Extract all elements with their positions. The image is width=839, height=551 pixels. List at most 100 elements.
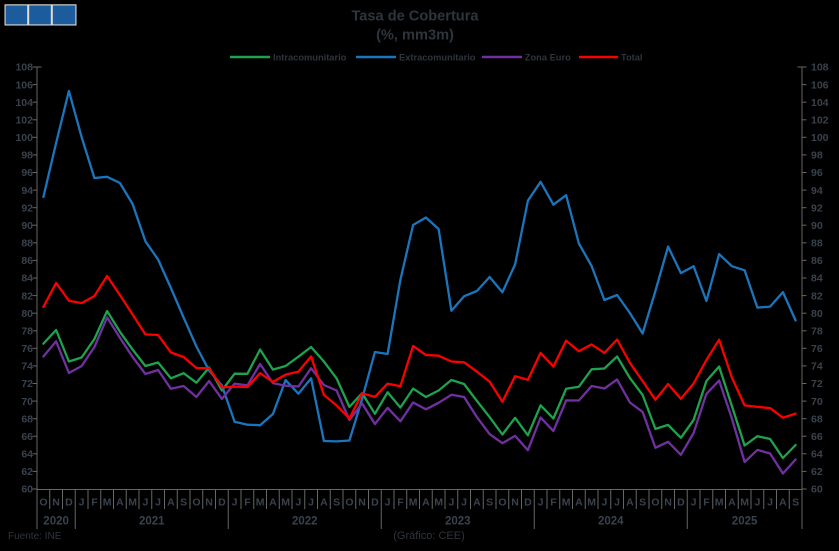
svg-text:2024: 2024 bbox=[598, 516, 624, 528]
svg-text:F: F bbox=[244, 497, 251, 509]
svg-text:A: A bbox=[728, 497, 736, 509]
svg-text:D: D bbox=[524, 497, 532, 509]
svg-text:A: A bbox=[116, 497, 124, 509]
svg-text:Total: Total bbox=[621, 52, 643, 62]
svg-text:N: N bbox=[511, 497, 519, 509]
svg-text:92: 92 bbox=[21, 202, 33, 214]
svg-text:J: J bbox=[142, 497, 148, 509]
svg-text:Intracomunitario: Intracomunitario bbox=[273, 52, 347, 62]
svg-text:78: 78 bbox=[811, 325, 823, 337]
svg-text:108: 108 bbox=[811, 62, 829, 74]
svg-text:88: 88 bbox=[21, 238, 33, 250]
svg-text:M: M bbox=[256, 497, 265, 509]
svg-text:86: 86 bbox=[21, 255, 33, 267]
svg-text:F: F bbox=[397, 497, 404, 509]
svg-text:86: 86 bbox=[811, 255, 823, 267]
svg-text:96: 96 bbox=[21, 167, 33, 179]
svg-text:60: 60 bbox=[811, 484, 823, 496]
svg-text:88: 88 bbox=[811, 238, 823, 250]
svg-text:J: J bbox=[308, 497, 314, 509]
svg-text:M: M bbox=[128, 497, 137, 509]
svg-text:A: A bbox=[575, 497, 583, 509]
svg-text:Zona Euro: Zona Euro bbox=[525, 52, 571, 62]
svg-text:J: J bbox=[461, 497, 467, 509]
svg-text:102: 102 bbox=[15, 115, 33, 127]
svg-text:J: J bbox=[79, 497, 85, 509]
svg-text:J: J bbox=[691, 497, 697, 509]
svg-text:94: 94 bbox=[811, 185, 823, 197]
svg-text:D: D bbox=[371, 497, 379, 509]
svg-text:M: M bbox=[562, 497, 571, 509]
svg-text:D: D bbox=[65, 497, 73, 509]
svg-text:2025: 2025 bbox=[732, 516, 758, 528]
svg-text:76: 76 bbox=[21, 343, 33, 355]
svg-text:62: 62 bbox=[811, 466, 823, 478]
svg-text:S: S bbox=[486, 497, 493, 509]
svg-text:74: 74 bbox=[811, 361, 823, 373]
svg-text:108: 108 bbox=[15, 62, 33, 74]
svg-text:J: J bbox=[754, 497, 760, 509]
svg-text:76: 76 bbox=[811, 343, 823, 355]
svg-text:A: A bbox=[473, 497, 481, 509]
svg-text:J: J bbox=[155, 497, 161, 509]
svg-text:S: S bbox=[333, 497, 340, 509]
svg-text:94: 94 bbox=[21, 185, 33, 197]
svg-text:O: O bbox=[192, 497, 200, 509]
svg-text:A: A bbox=[422, 497, 430, 509]
svg-text:M: M bbox=[740, 497, 749, 509]
svg-text:O: O bbox=[345, 497, 353, 509]
svg-text:70: 70 bbox=[21, 396, 33, 408]
svg-text:98: 98 bbox=[21, 150, 33, 162]
svg-text:80: 80 bbox=[811, 308, 823, 320]
svg-text:J: J bbox=[614, 497, 620, 509]
svg-text:O: O bbox=[39, 497, 47, 509]
svg-text:J: J bbox=[295, 497, 301, 509]
svg-text:Fuente: INE: Fuente: INE bbox=[8, 531, 62, 542]
svg-text:M: M bbox=[587, 497, 596, 509]
svg-text:62: 62 bbox=[21, 466, 33, 478]
svg-text:2022: 2022 bbox=[292, 516, 318, 528]
svg-text:J: J bbox=[232, 497, 238, 509]
svg-text:A: A bbox=[269, 497, 277, 509]
svg-text:D: D bbox=[677, 497, 685, 509]
svg-text:72: 72 bbox=[21, 378, 33, 390]
svg-text:A: A bbox=[626, 497, 634, 509]
svg-text:S: S bbox=[639, 497, 646, 509]
svg-text:104: 104 bbox=[811, 97, 829, 109]
svg-text:68: 68 bbox=[811, 413, 823, 425]
svg-text:82: 82 bbox=[21, 290, 33, 302]
svg-text:2023: 2023 bbox=[445, 516, 471, 528]
svg-text:66: 66 bbox=[811, 431, 823, 443]
svg-text:N: N bbox=[358, 497, 366, 509]
svg-text:M: M bbox=[715, 497, 724, 509]
svg-text:(Gráfico: CEE): (Gráfico: CEE) bbox=[393, 530, 465, 542]
svg-text:M: M bbox=[281, 497, 290, 509]
svg-text:2021: 2021 bbox=[139, 516, 165, 528]
svg-text:A: A bbox=[779, 497, 787, 509]
svg-text:72: 72 bbox=[811, 378, 823, 390]
svg-text:74: 74 bbox=[21, 361, 33, 373]
svg-text:60: 60 bbox=[21, 484, 33, 496]
svg-text:M: M bbox=[103, 497, 112, 509]
svg-text:N: N bbox=[205, 497, 213, 509]
svg-text:90: 90 bbox=[811, 220, 823, 232]
svg-text:J: J bbox=[601, 497, 607, 509]
svg-text:68: 68 bbox=[21, 413, 33, 425]
svg-text:F: F bbox=[703, 497, 710, 509]
svg-text:2020: 2020 bbox=[43, 516, 69, 528]
svg-text:98: 98 bbox=[811, 150, 823, 162]
svg-text:D: D bbox=[218, 497, 226, 509]
svg-text:M: M bbox=[409, 497, 418, 509]
svg-text:A: A bbox=[320, 497, 328, 509]
svg-text:106: 106 bbox=[811, 79, 829, 91]
svg-text:92: 92 bbox=[811, 202, 823, 214]
svg-text:N: N bbox=[52, 497, 60, 509]
svg-text:(%, mm3m): (%, mm3m) bbox=[376, 28, 454, 44]
svg-text:90: 90 bbox=[21, 220, 33, 232]
svg-text:64: 64 bbox=[811, 449, 823, 461]
svg-text:A: A bbox=[167, 497, 175, 509]
svg-text:J: J bbox=[448, 497, 454, 509]
svg-text:J: J bbox=[538, 497, 544, 509]
svg-text:M: M bbox=[434, 497, 443, 509]
svg-text:O: O bbox=[651, 497, 659, 509]
